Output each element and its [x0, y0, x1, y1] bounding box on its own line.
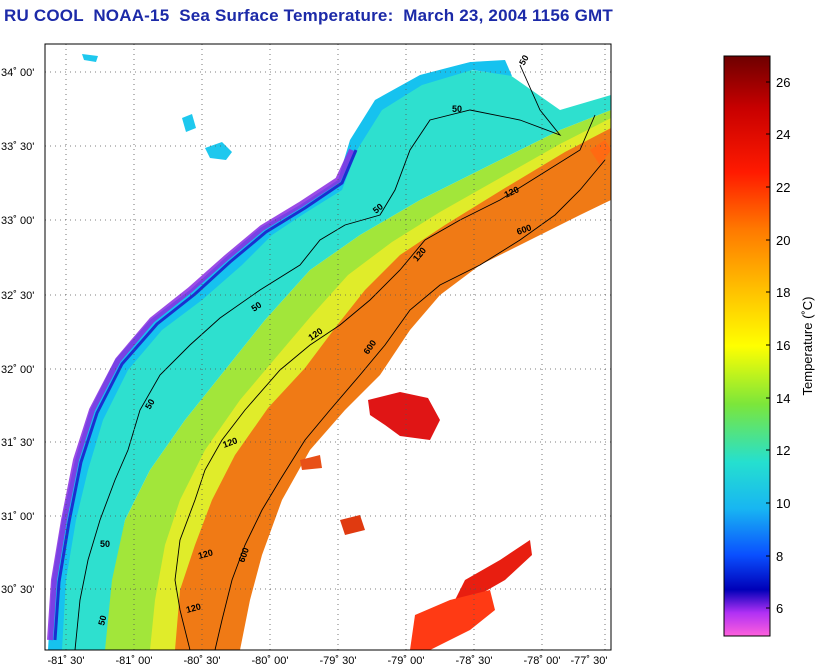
warm-patch-5 — [300, 455, 322, 470]
lon-tick-label: -77˚ 30' — [571, 655, 608, 667]
lat-tick-label: 34˚ 00' — [1, 67, 34, 79]
colorbar-tick-label: 24 — [776, 127, 790, 142]
map-border — [44, 43, 612, 651]
inland-lake-1 — [205, 142, 232, 160]
inland-lake-2 — [182, 114, 196, 132]
inland-lake-3 — [82, 54, 98, 62]
colorbar-tick-label: 20 — [776, 233, 790, 248]
colorbar-title: Temperature (˚C) — [800, 297, 815, 396]
contour-label: 50 — [517, 53, 531, 67]
colorbar-tick-label: 12 — [776, 443, 790, 458]
contour-label: 50 — [249, 300, 263, 314]
coastal-fringe — [47, 148, 355, 641]
coastal-fringe-blue — [53, 149, 358, 641]
colorbar-tick-label: 10 — [776, 496, 790, 511]
longitude-axis: -81˚ 30' -81˚ 00' -80˚ 30' -80˚ 00' -79˚… — [48, 655, 608, 667]
graticule — [45, 44, 611, 650]
lon-tick-label: -81˚ 30' — [48, 655, 85, 667]
contour-label: 120 — [221, 435, 239, 450]
lon-tick-label: -79˚ 00' — [388, 655, 425, 667]
contour-label: 120 — [197, 547, 214, 561]
lat-tick-label: 33˚ 30' — [1, 141, 34, 153]
lon-tick-label: -80˚ 00' — [252, 655, 289, 667]
inner-shelf-water — [58, 70, 611, 650]
gulf-stream-front — [170, 125, 611, 650]
contour-label: 120 — [185, 601, 202, 615]
colorbar-gradient — [723, 55, 771, 637]
latitude-axis: 34˚ 00' 33˚ 30' 33˚ 00' 32˚ 30' 32˚ 00' … — [1, 67, 34, 596]
lat-tick-label: 32˚ 00' — [1, 364, 34, 376]
contour-label: 50 — [100, 539, 110, 549]
lat-tick-label: 32˚ 30' — [1, 290, 34, 302]
colorbar-tick-label: 6 — [776, 601, 783, 616]
warm-patch-2 — [450, 540, 532, 610]
lat-tick-label: 30˚ 30' — [1, 584, 34, 596]
lon-tick-label: -78˚ 30' — [456, 655, 493, 667]
contour-label: 50 — [96, 614, 108, 626]
contour-label: 50 — [371, 201, 385, 215]
lon-tick-label: -79˚ 30' — [320, 655, 357, 667]
contour-label: 600 — [236, 546, 251, 564]
isobath-120 — [174, 114, 596, 650]
colorbar-tick-label: 22 — [776, 180, 790, 195]
contour-label: 50 — [143, 397, 157, 411]
lon-tick-label: -78˚ 00' — [524, 655, 561, 667]
colorbar-tick-label: 26 — [776, 75, 790, 90]
isobath-50 — [74, 64, 562, 650]
colorbar-tick-label: 18 — [776, 285, 790, 300]
warm-patch-1 — [368, 392, 440, 440]
lon-tick-label: -80˚ 30' — [184, 655, 221, 667]
warm-patch-4 — [340, 515, 365, 535]
lat-tick-label: 33˚ 00' — [1, 215, 34, 227]
colorbar-tick-label: 14 — [776, 391, 790, 406]
colorbar-tick-label: 16 — [776, 338, 790, 353]
colorbar: 26 24 22 20 18 16 14 12 10 8 6 Temperatu… — [723, 55, 815, 637]
isobath-600 — [214, 159, 606, 650]
contour-label: 600 — [515, 222, 533, 237]
map-title: RU COOL NOAA-15 Sea Surface Temperature:… — [4, 6, 613, 25]
land-mask — [45, 44, 500, 650]
colorbar-ticks — [766, 81, 770, 609]
colorbar-tick-label: 8 — [776, 549, 783, 564]
lon-tick-label: -81˚ 00' — [116, 655, 153, 667]
lat-tick-label: 31˚ 00' — [1, 511, 34, 523]
green-shelf-water — [100, 110, 611, 650]
contour-label: 50 — [452, 104, 462, 114]
lat-tick-label: 31˚ 30' — [1, 437, 34, 449]
